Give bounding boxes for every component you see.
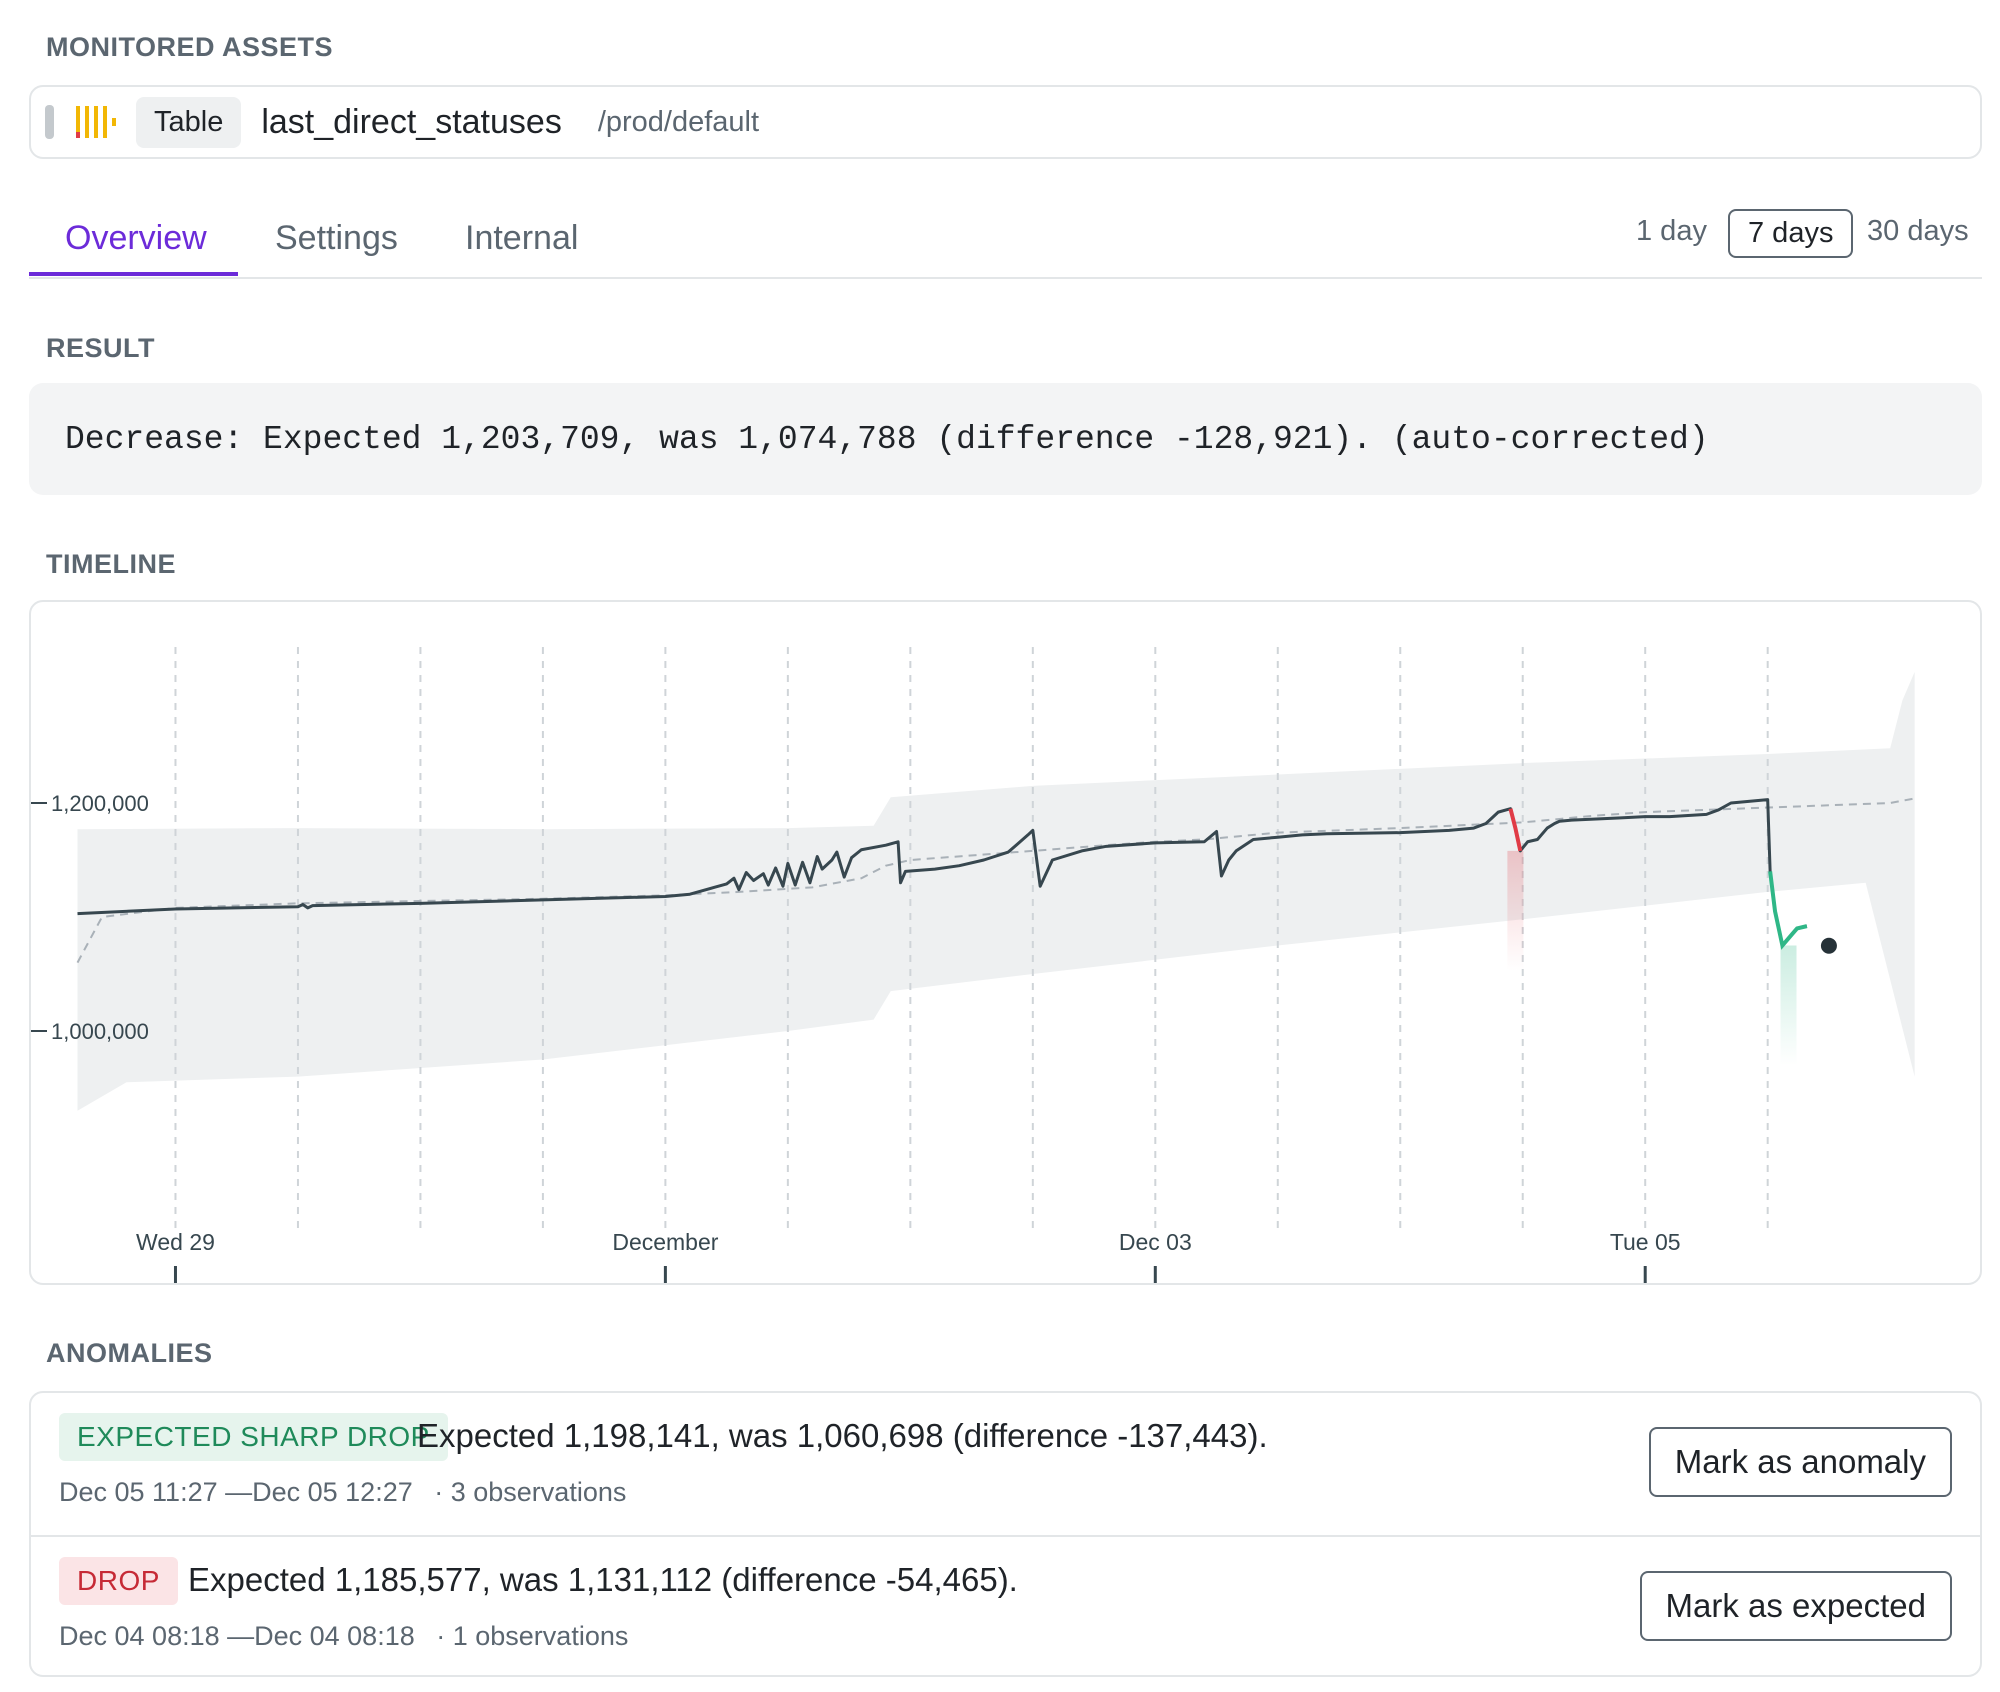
asset-path: /prod/default <box>597 105 760 138</box>
drag-handle-icon[interactable] <box>45 105 54 139</box>
anomaly-highlight <box>1507 850 1524 971</box>
tab-internal[interactable]: Internal <box>465 219 579 257</box>
tab-overview[interactable]: Overview <box>65 219 207 257</box>
tab-bar: Overview Settings Internal 1 day 7 days … <box>29 205 1982 279</box>
latest-value-dot <box>1820 937 1837 954</box>
anomaly-observations: · 3 observations <box>434 1477 627 1507</box>
anomaly-meta: Dec 05 11:27 —Dec 05 12:27 · 3 observati… <box>59 1477 626 1508</box>
x-tick-label: Tue 05 <box>1610 1229 1681 1255</box>
range-30-days[interactable]: 30 days <box>1867 215 1969 247</box>
x-tick-label: December <box>612 1229 718 1255</box>
asset-name: last_direct_statuses <box>261 102 562 141</box>
anomalies-heading: ANOMALIES <box>46 1338 213 1368</box>
anomaly-row[interactable]: EXPECTED SHARP DROP Expected 1,198,141, … <box>31 1393 1980 1535</box>
table-bars-icon <box>76 106 116 138</box>
timeline-chart[interactable]: 1,000,000 1,200,000 Wed 29 December Dec 03 Tu… <box>29 600 1982 1285</box>
y-tick-label: 1,200,000 <box>51 791 149 816</box>
anomaly-segment <box>1768 871 1808 950</box>
anomaly-badge: DROP <box>59 1557 178 1605</box>
actual-line <box>77 798 1808 947</box>
timeline-heading: TIMELINE <box>46 549 176 579</box>
monitored-assets-heading: MONITORED ASSETS <box>46 32 334 62</box>
anomaly-highlight <box>1780 945 1797 1066</box>
expected-line <box>76 797 1915 964</box>
tab-settings[interactable]: Settings <box>275 219 398 257</box>
anomaly-segment <box>1508 808 1523 852</box>
x-tick-label: Dec 03 <box>1119 1229 1192 1255</box>
result-box: Decrease: Expected 1,203,709, was 1,074,… <box>29 383 1982 495</box>
y-tick-label: 1,000,000 <box>51 1019 149 1044</box>
anomaly-observations: · 1 observations <box>436 1621 629 1651</box>
result-text: Decrease: Expected 1,203,709, was 1,074,… <box>65 420 1709 458</box>
timeline-chart-svg[interactable]: 1,000,000 1,200,000 Wed 29 December Dec 03 Tu… <box>31 602 1982 1285</box>
mark-as-expected-button[interactable]: Mark as expected <box>1639 1571 1952 1641</box>
anomaly-time-range: Dec 05 11:27 —Dec 05 12:27 <box>59 1477 413 1507</box>
anomaly-meta: Dec 04 08:18 —Dec 04 08:18 · 1 observati… <box>59 1621 628 1652</box>
asset-type-badge: Table <box>136 96 242 148</box>
anomaly-description: Expected 1,185,577, was 1,131,112 (diffe… <box>188 1561 1018 1598</box>
mark-as-anomaly-button[interactable]: Mark as anomaly <box>1648 1427 1952 1497</box>
expected-range-band <box>77 671 1915 1111</box>
anomaly-description: Expected 1,198,141, was 1,060,698 (diffe… <box>417 1417 1268 1454</box>
x-tick-label: Wed 29 <box>136 1229 215 1255</box>
result-heading: RESULT <box>46 333 155 363</box>
active-tab-indicator <box>29 272 238 276</box>
anomaly-row[interactable]: DROP Expected 1,185,577, was 1,131,112 (… <box>31 1535 1980 1679</box>
anomalies-list: EXPECTED SHARP DROP Expected 1,198,141, … <box>29 1391 1982 1677</box>
range-7-days[interactable]: 7 days <box>1728 209 1854 258</box>
anomaly-badge: EXPECTED SHARP DROP <box>59 1413 448 1461</box>
range-1-day[interactable]: 1 day <box>1636 215 1707 247</box>
anomaly-time-range: Dec 04 08:18 —Dec 04 08:18 <box>59 1621 415 1651</box>
asset-row[interactable]: Table last_direct_statuses /prod/default <box>29 85 1982 159</box>
